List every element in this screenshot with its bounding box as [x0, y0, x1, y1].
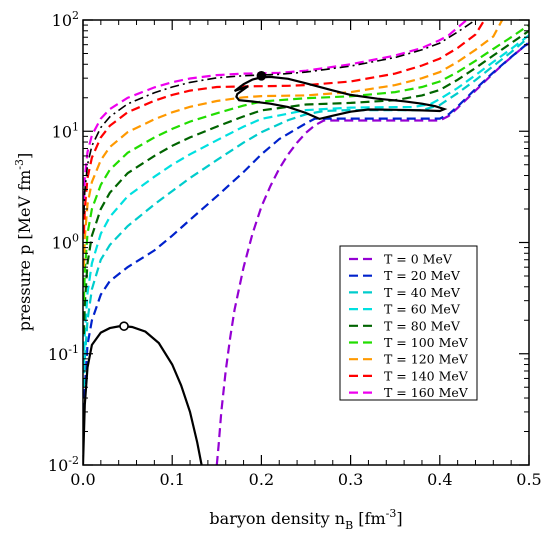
- legend-label-4: T = 80 MeV: [384, 318, 461, 333]
- x-axis-label: baryon density nB [fm-3]: [209, 507, 402, 532]
- x-tick-label: 0.4: [427, 470, 452, 489]
- y-axis-label: pressure p [MeV fm-3]: [13, 153, 34, 331]
- series-line-5: [83, 24, 529, 301]
- y-tick-label: 100: [52, 232, 79, 253]
- y-tick-label: 101: [52, 120, 79, 141]
- legend-label-7: T = 140 MeV: [384, 368, 469, 383]
- x-tick-label: 0.5: [516, 470, 541, 489]
- series-line-1: [83, 41, 529, 412]
- coexistence-curve-low: [83, 325, 203, 465]
- legend-label-1: T = 20 MeV: [384, 268, 461, 283]
- critical-point-marker-1: [256, 71, 267, 81]
- legend-label-5: T = 100 MeV: [384, 335, 469, 350]
- legend-label-0: T = 0 MeV: [384, 252, 453, 267]
- x-tick-label: 0.1: [159, 470, 184, 489]
- legend-box: [339, 245, 478, 401]
- x-tick-label: 0.3: [338, 470, 363, 489]
- legend-label-6: T = 120 MeV: [384, 352, 469, 367]
- coexistence-curve-high: [233, 75, 448, 121]
- legend-label-2: T = 40 MeV: [384, 285, 461, 300]
- series-line-3: [83, 34, 529, 365]
- y-tick-label: 102: [52, 9, 79, 30]
- y-tick-label: 10-1: [48, 343, 79, 364]
- series-line-6: [83, 20, 504, 268]
- legend-label-3: T = 60 MeV: [384, 302, 461, 317]
- critical-point-marker-0: [119, 321, 129, 331]
- y-tick-label: 10-2: [48, 454, 79, 475]
- series-line-2: [83, 36, 529, 388]
- series-line-4: [83, 29, 529, 335]
- x-tick-label: 0.2: [249, 470, 274, 489]
- x-tick-label: 0.0: [70, 470, 95, 489]
- legend-label-8: T = 160 MeV: [384, 385, 469, 400]
- series-line-8: [83, 20, 468, 201]
- series-line-7: [83, 20, 486, 234]
